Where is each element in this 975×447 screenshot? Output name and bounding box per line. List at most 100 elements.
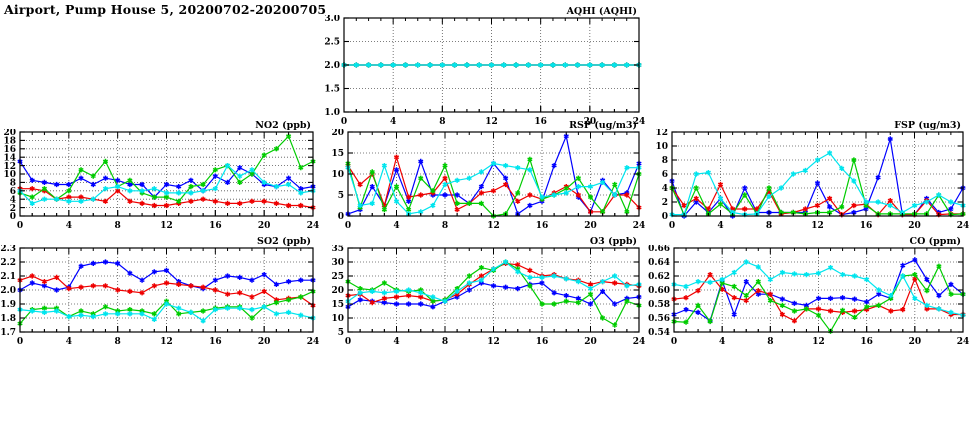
series-day4 xyxy=(341,62,642,68)
x-tick-label: 16 xyxy=(860,337,873,347)
x-tick-label: 8 xyxy=(766,221,772,231)
y-tick-label: 5 xyxy=(338,191,344,201)
y-tick-label: 18 xyxy=(3,137,16,147)
y-tick-label: 0.66 xyxy=(648,245,670,254)
series-day4 xyxy=(671,259,966,318)
x-tick-label: 4 xyxy=(393,221,399,231)
y-tick-label: 1.8 xyxy=(0,314,16,324)
y-tick-label: 2.1 xyxy=(0,272,16,282)
chart-panel-o3: O3 (ppb) 5 10 15 20 25 30 35 0 4 8 12 16 20 24 xyxy=(331,236,645,347)
y-tick-label: 15 xyxy=(331,300,344,310)
x-tick-label: 20 xyxy=(909,337,922,347)
x-tick-label: 8 xyxy=(442,221,448,231)
x-tick-label: 4 xyxy=(390,117,396,127)
x-tick-label: 0 xyxy=(17,337,23,347)
y-tick-label: 0.56 xyxy=(648,314,670,324)
x-tick-label: 0 xyxy=(341,117,347,127)
y-tick-label: 0 xyxy=(662,212,668,222)
series-markers xyxy=(669,157,966,218)
y-tick-label: 12 xyxy=(3,162,16,172)
y-tick-label: 0.54 xyxy=(648,328,670,338)
y-tick-label: 35 xyxy=(331,245,344,254)
y-tick-label: 16 xyxy=(3,145,16,155)
y-tick-label: 10 xyxy=(3,170,16,180)
chart-panel-co: CO (ppm) 0.54 0.56 0.58 0.60 0.62 0.64 0.66 0 4 8 1… xyxy=(648,236,969,347)
x-tick-label: 8 xyxy=(767,337,773,347)
plot-area-aqhi: 1.0 1.5 2.0 2.5 3.0 0 4 8 12 16 20 24 xyxy=(324,15,646,127)
x-tick-label: 12 xyxy=(485,117,498,127)
x-tick-label: 4 xyxy=(719,337,725,347)
y-tick-label: 1.0 xyxy=(324,108,340,118)
y-tick-label: 10 xyxy=(655,142,668,152)
x-tick-label: 12 xyxy=(487,221,500,231)
y-tick-label: 30 xyxy=(331,258,344,268)
y-tick-label: 8 xyxy=(662,156,668,166)
y-tick-label: 0.64 xyxy=(648,258,670,268)
y-tick-label: 0.58 xyxy=(648,300,670,310)
x-tick-label: 12 xyxy=(811,221,824,231)
y-tick-label: 1.5 xyxy=(324,85,340,95)
x-tick-label: 24 xyxy=(957,221,970,231)
chart-title-fsp: FSP (ug/m3) xyxy=(894,120,961,131)
x-tick-label: 0 xyxy=(345,221,351,231)
x-tick-label: 8 xyxy=(439,117,445,127)
x-tick-label: 8 xyxy=(115,221,121,231)
y-tick-label: 8 xyxy=(10,179,16,189)
chart-panel-no2: NO2 (ppb) 0 2 4 6 8 10 12 14 16 18 20 0 4 8 12 16 20 24 xyxy=(3,120,319,231)
x-tick-label: 0 xyxy=(669,221,675,231)
x-tick-label: 24 xyxy=(307,337,320,347)
y-tick-label: 2.5 xyxy=(324,38,340,48)
y-tick-label: 10 xyxy=(331,170,344,180)
x-tick-label: 24 xyxy=(633,221,646,231)
plot-area-o3: 5 10 15 20 25 30 35 0 4 8 12 16 20 24 xyxy=(331,245,646,347)
y-tick-label: 10 xyxy=(331,314,344,324)
y-tick-label: 2.0 xyxy=(0,286,16,296)
x-tick-label: 12 xyxy=(160,337,173,347)
y-tick-label: 4 xyxy=(10,195,16,205)
y-tick-label: 6 xyxy=(10,187,16,197)
chart-title-no2: NO2 (ppb) xyxy=(255,120,311,131)
y-tick-label: 0 xyxy=(10,212,16,222)
x-tick-label: 24 xyxy=(307,221,320,231)
x-tick-label: 0 xyxy=(345,337,351,347)
x-tick-label: 16 xyxy=(209,221,222,231)
x-tick-label: 20 xyxy=(584,117,597,127)
x-tick-label: 20 xyxy=(908,221,921,231)
y-tick-label: 3.0 xyxy=(324,15,340,24)
series-day3 xyxy=(669,157,966,218)
x-tick-label: 4 xyxy=(717,221,723,231)
chart-title-so2: SO2 (ppb) xyxy=(257,236,311,247)
y-tick-label: 0.62 xyxy=(648,272,670,282)
x-tick-label: 20 xyxy=(258,221,271,231)
y-tick-label: 2 xyxy=(662,198,668,208)
x-tick-label: 4 xyxy=(66,337,72,347)
y-tick-label: 6 xyxy=(662,170,668,180)
y-tick-label: 1.7 xyxy=(0,328,16,338)
plot-area-so2: 1.7 1.8 1.9 2.0 2.1 2.2 2.3 0 4 8 12 16 20 24 xyxy=(0,245,320,347)
y-tick-label: 20 xyxy=(3,129,16,138)
plot-area-rsp: 0 5 10 15 20 0 4 8 12 16 20 24 xyxy=(331,129,646,231)
y-tick-label: 20 xyxy=(331,286,344,296)
chart-panel-so2: SO2 (ppb) 1.7 1.8 1.9 2.0 2.1 2.2 2.3 0 4 8 12 16 20 2… xyxy=(0,236,319,347)
x-tick-label: 16 xyxy=(536,337,549,347)
x-tick-label: 24 xyxy=(633,117,646,127)
x-tick-label: 16 xyxy=(534,117,547,127)
plot-area-co: 0.54 0.56 0.58 0.60 0.62 0.64 0.66 0 4 8 12 16 20 24 xyxy=(648,245,969,347)
x-tick-label: 20 xyxy=(258,337,271,347)
y-tick-label: 25 xyxy=(331,272,344,282)
x-tick-label: 8 xyxy=(442,337,448,347)
page-title: Airport, Pump House 5, 20200702-20200705 xyxy=(4,2,327,17)
y-tick-label: 20 xyxy=(331,129,344,138)
chart-panel-aqhi: AQHI (AQHI) 1.0 1.5 2.0 2.5 3.0 0 4 8 12 16 20 24 xyxy=(324,6,645,127)
x-tick-label: 16 xyxy=(860,221,873,231)
chart-title-aqhi: AQHI (AQHI) xyxy=(566,6,637,17)
x-tick-label: 4 xyxy=(66,221,72,231)
x-tick-label: 24 xyxy=(633,337,646,347)
x-tick-label: 4 xyxy=(393,337,399,347)
x-tick-label: 12 xyxy=(487,337,500,347)
chart-title-rsp: RSP (ug/m3) xyxy=(569,120,637,131)
chart-title-o3: O3 (ppb) xyxy=(589,236,637,247)
